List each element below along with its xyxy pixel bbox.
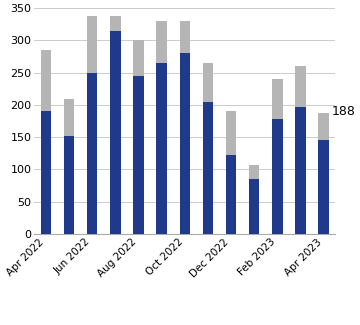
Bar (87, 73, 97, 234)
Bar (110, 16, 121, 31)
Bar (64, 136, 74, 234)
Bar (41, 50, 51, 111)
Bar (249, 179, 260, 234)
Bar (203, 63, 213, 102)
Bar (133, 76, 144, 234)
Bar (249, 165, 260, 179)
Bar (203, 102, 213, 234)
Bar (180, 21, 190, 53)
Bar (295, 66, 306, 107)
Bar (226, 155, 236, 234)
Text: 188: 188 (332, 105, 356, 118)
Bar (64, 98, 74, 136)
Bar (319, 113, 329, 140)
Bar (272, 79, 283, 119)
Bar (110, 31, 121, 234)
Bar (226, 111, 236, 155)
Bar (133, 40, 144, 76)
Bar (180, 53, 190, 234)
Bar (295, 107, 306, 234)
Bar (272, 119, 283, 234)
Bar (319, 140, 329, 234)
Bar (156, 21, 167, 63)
Bar (87, 16, 97, 73)
Bar (41, 111, 51, 234)
Bar (156, 63, 167, 234)
